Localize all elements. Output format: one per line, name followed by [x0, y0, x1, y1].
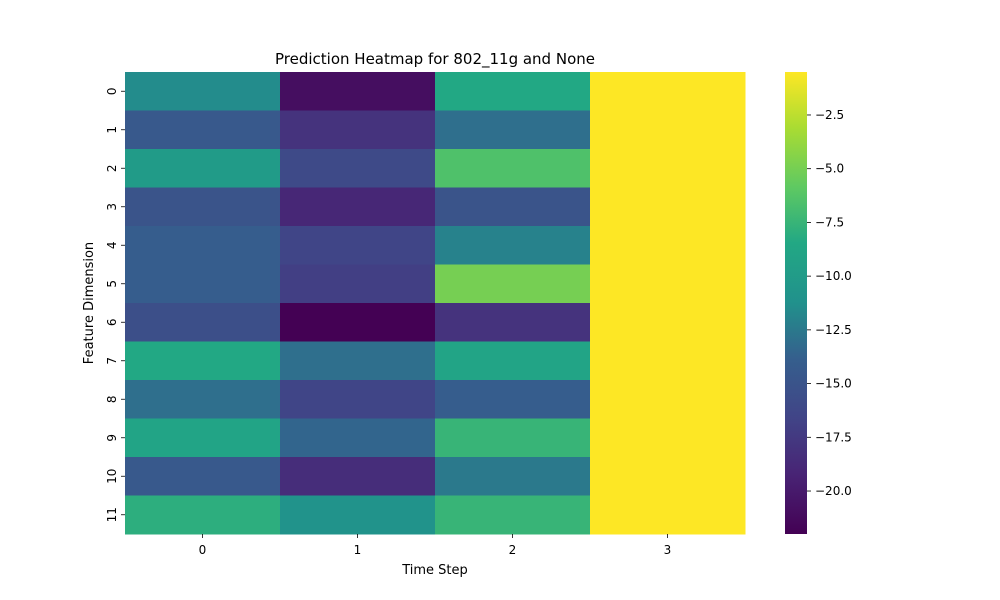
- heatmap-cell: [280, 149, 436, 188]
- heatmap-cell: [590, 457, 746, 496]
- heatmap-cell: [125, 341, 281, 381]
- heatmap-cell: [280, 418, 436, 458]
- heatmap-cell: [125, 418, 281, 458]
- heatmap-cell: [435, 149, 591, 188]
- y-tick-label: 2: [105, 164, 119, 172]
- colorbar-tick-label: −15.0: [815, 377, 852, 391]
- heatmap-cell: [435, 418, 591, 458]
- y-tick-label: 1: [105, 126, 119, 134]
- colorbar-tick-label: −10.0: [815, 269, 852, 283]
- heatmap-cell: [590, 303, 746, 342]
- heatmap-cell: [435, 72, 591, 111]
- heatmap-cell: [590, 380, 746, 419]
- heatmap-cell: [590, 495, 746, 535]
- heatmap-cell: [435, 187, 591, 227]
- heatmap-cell: [280, 495, 436, 535]
- x-tick-label: 3: [664, 543, 672, 557]
- heatmap-cell: [280, 226, 436, 265]
- y-tick-label: 8: [105, 395, 119, 403]
- heatmap-cell: [125, 72, 281, 111]
- y-axis-label: Feature Dimension: [82, 242, 97, 364]
- heatmap-cell: [125, 495, 281, 535]
- heatmap-cell: [125, 303, 281, 342]
- heatmap-cell: [125, 380, 281, 419]
- heatmap-cell: [435, 380, 591, 419]
- heatmap-cell: [280, 264, 436, 304]
- y-tick-label: 3: [105, 203, 119, 211]
- heatmap-cell: [125, 110, 281, 150]
- heatmap-cell: [125, 149, 281, 188]
- heatmap-cell: [590, 264, 746, 304]
- heatmap-cell: [590, 72, 746, 111]
- colorbar-ticks: −2.5 −5.0 −7.5 −10.0 −12.5 −15.0 −17.5 −20.0: [807, 108, 852, 498]
- heatmap-cell: [125, 226, 281, 265]
- heatmap-cell: [125, 264, 281, 304]
- heatmap-cells: [125, 72, 746, 535]
- y-tick-label: 11: [105, 507, 119, 522]
- heatmap-cell: [435, 264, 591, 304]
- colorbar-tick-label: −17.5: [815, 430, 852, 444]
- heatmap-cell: [280, 303, 436, 342]
- y-axis-ticks: 0 1 2 3 4 5 6 7 8 9 10 11: [105, 87, 125, 522]
- y-tick-label: 7: [105, 357, 119, 365]
- colorbar: [785, 72, 807, 534]
- colorbar-tick-label: −2.5: [815, 108, 844, 122]
- y-tick-label: 4: [105, 241, 119, 249]
- heatmap-cell: [125, 457, 281, 496]
- heatmap-cell: [280, 187, 436, 227]
- heatmap-cell: [435, 495, 591, 535]
- heatmap-cell: [435, 303, 591, 342]
- y-tick-label: 0: [105, 87, 119, 95]
- heatmap-cell: [280, 72, 436, 111]
- y-tick-label: 9: [105, 434, 119, 442]
- heatmap-cell: [280, 457, 436, 496]
- heatmap-cell: [435, 341, 591, 381]
- heatmap-cell: [590, 418, 746, 458]
- heatmap-cell: [435, 226, 591, 265]
- colorbar-tick-label: −5.0: [815, 162, 844, 176]
- heatmap-cell: [590, 341, 746, 381]
- y-tick-label: 10: [105, 469, 119, 484]
- heatmap-cell: [590, 110, 746, 150]
- colorbar-tick-label: −12.5: [815, 323, 852, 337]
- heatmap-cell: [590, 187, 746, 227]
- x-tick-label: 0: [199, 543, 207, 557]
- x-tick-label: 1: [354, 543, 362, 557]
- y-tick-label: 6: [105, 318, 119, 326]
- heatmap-cell: [590, 149, 746, 188]
- heatmap-cell: [590, 226, 746, 265]
- heatmap-cell: [280, 341, 436, 381]
- x-tick-label: 2: [509, 543, 517, 557]
- chart-title: Prediction Heatmap for 802_11g and None: [275, 50, 595, 69]
- heatmap-cell: [435, 457, 591, 496]
- heatmap-cell: [435, 110, 591, 150]
- heatmap-cell: [280, 380, 436, 419]
- colorbar-tick-label: −20.0: [815, 484, 852, 498]
- x-axis-ticks: 0 1 2 3: [199, 534, 672, 557]
- y-tick-label: 5: [105, 280, 119, 288]
- colorbar-tick-label: −7.5: [815, 215, 844, 229]
- x-axis-label: Time Step: [401, 563, 468, 578]
- heatmap-cell: [280, 110, 436, 150]
- heatmap-cell: [125, 187, 281, 227]
